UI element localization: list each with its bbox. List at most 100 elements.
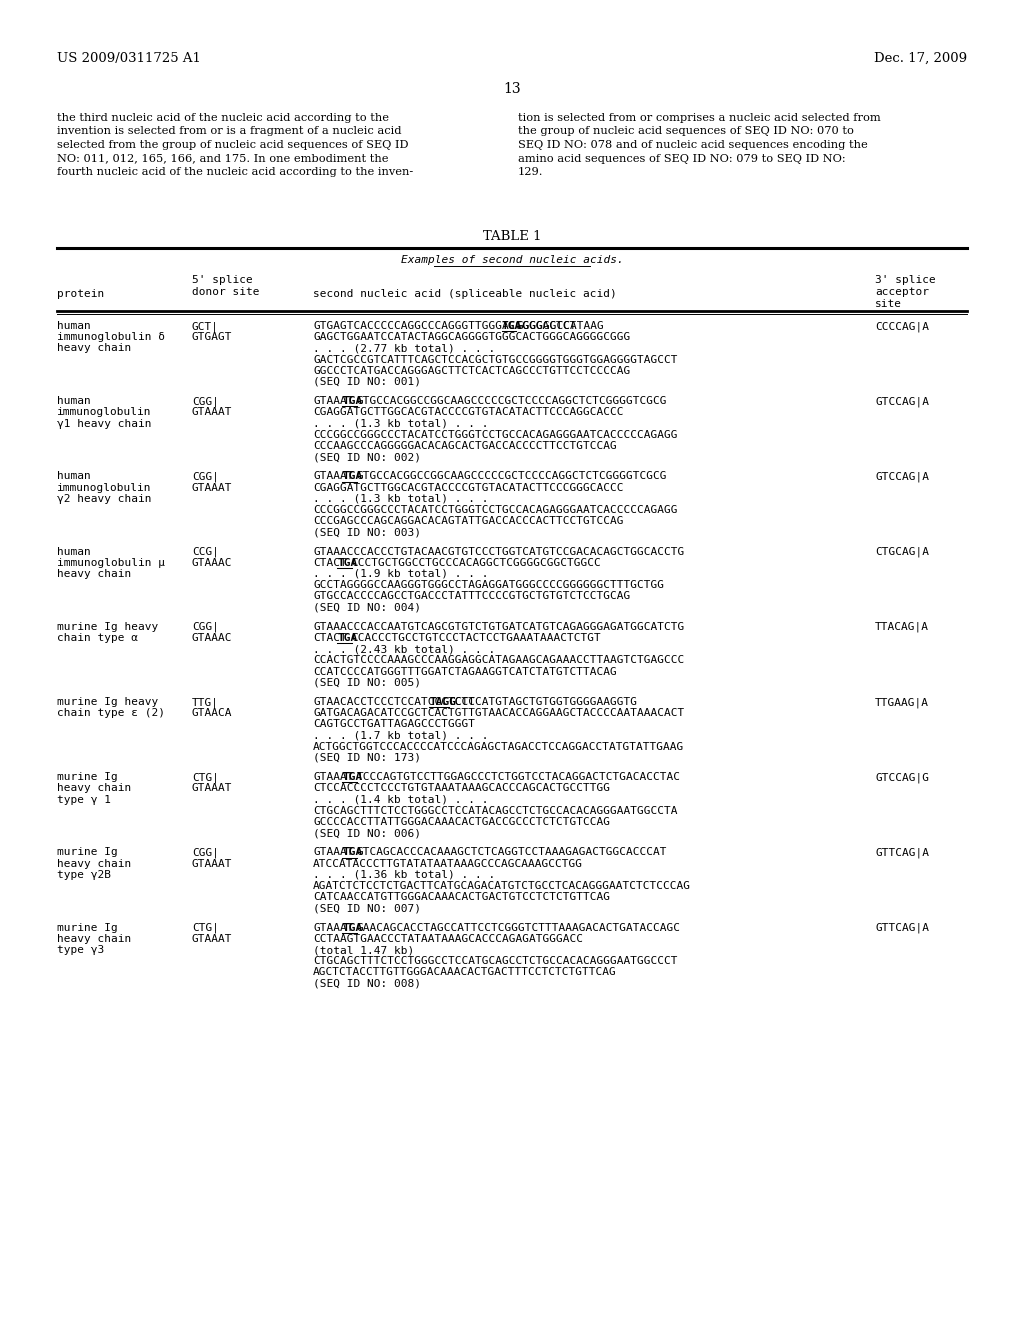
Text: CCTAAGTGAACCCTATAATAAAGCACCCAGAGATGGGACC: CCTAAGTGAACCCTATAATAAAGCACCCAGAGATGGGACC [313, 933, 583, 944]
Text: GTCAGCACCCACAAAGCTCTCAGGTCCTAAAGAGACTGGCACCCAT: GTCAGCACCCACAAAGCTCTCAGGTCCTAAAGAGACTGGC… [356, 847, 667, 858]
Text: human: human [57, 321, 91, 331]
Text: TGA: TGA [337, 558, 357, 568]
Text: heavy chain: heavy chain [57, 569, 131, 579]
Text: . . . (1.9 kb total) . . .: . . . (1.9 kb total) . . . [313, 569, 488, 579]
Text: GTAACACCTCCCTCCATCCCTCCT: GTAACACCTCCCTCCATCCCTCCT [313, 697, 475, 708]
Text: GTGCCACGGCCGGCAAGCCCCCGCTCCCCAGGCTCTCGGGGTCGCG: GTGCCACGGCCGGCAAGCCCCCGCTCCCCAGGCTCTCGGG… [356, 396, 667, 407]
Text: GACTCGCCGTCATTTCAGCTCCACGCTGTGCCGGGGTGGGTGGAGGGGTAGCCT: GACTCGCCGTCATTTCAGCTCCACGCTGTGCCGGGGTGGG… [313, 355, 678, 364]
Text: invention is selected from or is a fragment of a nucleic acid: invention is selected from or is a fragm… [57, 127, 401, 136]
Text: human: human [57, 396, 91, 407]
Text: heavy chain: heavy chain [57, 343, 131, 354]
Text: CCCGGCCGGGCCCTACATCCTGGGTCCTGCCACAGAGGGAATCACCCCCAGAGG: CCCGGCCGGGCCCTACATCCTGGGTCCTGCCACAGAGGGA… [313, 430, 678, 440]
Text: CGG|: CGG| [193, 847, 219, 858]
Text: . . . (1.4 kb total) . . .: . . . (1.4 kb total) . . . [313, 795, 488, 805]
Text: CCTCCATGTAGCTGTGGTGGGGAAGGTG: CCTCCATGTAGCTGTGGTGGGGAAGGTG [449, 697, 638, 708]
Text: heavy chain: heavy chain [57, 858, 131, 869]
Text: CATCAACCATGTTGGGACAAACACTGACTGTCCTCTCTGTTCAG: CATCAACCATGTTGGGACAAACACTGACTGTCCTCTCTGT… [313, 892, 610, 902]
Text: GGGGGGCCATAAG: GGGGGGCCATAAG [516, 321, 604, 331]
Text: heavy chain: heavy chain [57, 783, 131, 793]
Text: CCCGAGCCCAGCAGGACACAGTATTGACCACCCACTTCCTGTCCAG: CCCGAGCCCAGCAGGACACAGTATTGACCACCCACTTCCT… [313, 516, 624, 527]
Text: ACTGGCTGGTCCCACCCCATCCCAGAGCTAGACCTCCAGGACCTATGTATTGAAG: ACTGGCTGGTCCCACCCCATCCCAGAGCTAGACCTCCAGG… [313, 742, 684, 752]
Text: Dec. 17, 2009: Dec. 17, 2009 [873, 51, 967, 65]
Text: TTACAG|A: TTACAG|A [874, 622, 929, 632]
Text: GTGAGT: GTGAGT [193, 333, 232, 342]
Text: GTCCAG|G: GTCCAG|G [874, 772, 929, 783]
Text: GAGCTGGAATCCATACTAGGCAGGGGTGGGCACTGGGCAGGGGCGGG: GAGCTGGAATCCATACTAGGCAGGGGTGGGCACTGGGCAG… [313, 333, 630, 342]
Text: 13: 13 [503, 82, 521, 96]
Text: GTGCCACGGCCGGCAAGCCCCCGCTCCCCAGGCTCTCGGGGTCGCG: GTGCCACGGCCGGCAAGCCCCCGCTCCCCAGGCTCTCGGG… [356, 471, 667, 482]
Text: TABLE 1: TABLE 1 [482, 230, 542, 243]
Text: (SEQ ID NO: 002): (SEQ ID NO: 002) [313, 453, 421, 462]
Text: TAGG: TAGG [429, 697, 456, 708]
Text: the group of nucleic acid sequences of SEQ ID NO: 070 to: the group of nucleic acid sequences of S… [518, 127, 854, 136]
Text: CTGCAGCTTTCTCCTGGGCCTCCATGCAGCCTCTGCCACACAGGGAATGGCCCT: CTGCAGCTTTCTCCTGGGCCTCCATGCAGCCTCTGCCACA… [313, 956, 678, 966]
Text: Examples of second nucleic acids.: Examples of second nucleic acids. [400, 255, 624, 265]
Text: CTGCAG|A: CTGCAG|A [874, 546, 929, 557]
Text: GCT|: GCT| [193, 321, 219, 331]
Text: GTAAAT: GTAAAT [193, 783, 232, 793]
Text: (SEQ ID NO: 005): (SEQ ID NO: 005) [313, 677, 421, 688]
Text: . . . (1.36 kb total) . . .: . . . (1.36 kb total) . . . [313, 870, 496, 880]
Text: type γ3: type γ3 [57, 945, 104, 954]
Text: . . . (2.43 kb total) . . .: . . . (2.43 kb total) . . . [313, 644, 496, 655]
Text: human: human [57, 471, 91, 482]
Text: GTAAAT: GTAAAT [193, 933, 232, 944]
Text: ATCCATACCCTTGTATATAATAAAGCCCAGCAAAGCCTGG: ATCCATACCCTTGTATATAATAAAGCCCAGCAAAGCCTGG [313, 858, 583, 869]
Text: murine Ig heavy: murine Ig heavy [57, 622, 159, 632]
Text: TGA: TGA [342, 847, 362, 858]
Text: TGA: TGA [342, 923, 362, 933]
Text: GTAAAT: GTAAAT [313, 923, 353, 933]
Text: amino acid sequences of SEQ ID NO: 079 to SEQ ID NO:: amino acid sequences of SEQ ID NO: 079 t… [518, 153, 846, 164]
Text: TGA: TGA [342, 772, 362, 783]
Text: TTGAAG|A: TTGAAG|A [874, 697, 929, 708]
Text: NO: 011, 012, 165, 166, and 175. In one embodiment the: NO: 011, 012, 165, 166, and 175. In one … [57, 153, 388, 164]
Text: CCCGGCCGGGCCCTACATCCTGGGTCCTGCCACAGAGGGAATCACCCCCAGAGG: CCCGGCCGGGCCCTACATCCTGGGTCCTGCCACAGAGGGA… [313, 506, 678, 515]
Text: murine Ig: murine Ig [57, 923, 118, 933]
Text: (SEQ ID NO: 173): (SEQ ID NO: 173) [313, 752, 421, 763]
Text: CTG|: CTG| [193, 923, 219, 933]
Text: 3' splice: 3' splice [874, 275, 936, 285]
Text: CTG|: CTG| [193, 772, 219, 783]
Text: type γ 1: type γ 1 [57, 795, 111, 805]
Text: immunoglobulin δ: immunoglobulin δ [57, 333, 165, 342]
Text: CGAGGATGCTTGGCACGTACCCCGTGTACATACTTCCCAGGCACCC: CGAGGATGCTTGGCACGTACCCCGTGTACATACTTCCCAG… [313, 408, 624, 417]
Text: GTAAAT: GTAAAT [313, 772, 353, 783]
Text: CCCTGCTGGCCTGCCCACAGGCTCGGGGCGGCTGGCC: CCCTGCTGGCCTGCCCACAGGCTCGGGGCGGCTGGCC [351, 558, 601, 568]
Text: GTAAACCCACCAATGTCAGCGTGTCTGTGATCATGTCAGAGGGAGATGGCATCTG: GTAAACCCACCAATGTCAGCGTGTCTGTGATCATGTCAGA… [313, 622, 684, 632]
Text: . . . (1.3 kb total) . . .: . . . (1.3 kb total) . . . [313, 494, 488, 504]
Text: GTAAAT: GTAAAT [313, 396, 353, 407]
Text: acceptor: acceptor [874, 286, 929, 297]
Text: TCCCAGTGTCCTTGGAGCCCTCTGGTCCTACAGGACTCTGACACCTAC: TCCCAGTGTCCTTGGAGCCCTCTGGTCCTACAGGACTCTG… [356, 772, 681, 783]
Text: CGG|: CGG| [193, 471, 219, 482]
Text: GTAAAT: GTAAAT [313, 471, 353, 482]
Text: fourth nucleic acid of the nucleic acid according to the inven-: fourth nucleic acid of the nucleic acid … [57, 168, 414, 177]
Text: GTTCAG|A: GTTCAG|A [874, 847, 929, 858]
Text: selected from the group of nucleic acid sequences of SEQ ID: selected from the group of nucleic acid … [57, 140, 409, 150]
Text: (SEQ ID NO: 001): (SEQ ID NO: 001) [313, 378, 421, 387]
Text: (total 1.47 kb): (total 1.47 kb) [313, 945, 415, 954]
Text: GTCCAG|A: GTCCAG|A [874, 471, 929, 482]
Text: . . . (2.77 kb total) . . .: . . . (2.77 kb total) . . . [313, 343, 496, 354]
Text: immunoglobulin: immunoglobulin [57, 483, 152, 492]
Text: immunoglobulin: immunoglobulin [57, 408, 152, 417]
Text: CCCAAGCCCAGGGGGACACAGCACTGACCACCCCTTCCTGTCCAG: CCCAAGCCCAGGGGGACACAGCACTGACCACCCCTTCCTG… [313, 441, 616, 451]
Text: the third nucleic acid of the nucleic acid according to the: the third nucleic acid of the nucleic ac… [57, 114, 389, 123]
Text: TGA: TGA [502, 321, 522, 331]
Text: human: human [57, 546, 91, 557]
Text: (SEQ ID NO: 007): (SEQ ID NO: 007) [313, 903, 421, 913]
Text: GTAAAT: GTAAAT [193, 858, 232, 869]
Text: γ1 heavy chain: γ1 heavy chain [57, 418, 152, 429]
Text: (SEQ ID NO: 003): (SEQ ID NO: 003) [313, 528, 421, 537]
Text: murine Ig: murine Ig [57, 847, 118, 858]
Text: CGG|: CGG| [193, 396, 219, 407]
Text: murine Ig heavy: murine Ig heavy [57, 697, 159, 708]
Text: US 2009/0311725 A1: US 2009/0311725 A1 [57, 51, 201, 65]
Text: GTGAGTCACCCCCAGGCCCAGGGTTGGGACGGGGACTCT: GTGAGTCACCCCCAGGCCCAGGGTTGGGACGGGGACTCT [313, 321, 577, 331]
Text: CCACCCTGCCTGTCCCTACTCCTGAAATAAACTCTGT: CCACCCTGCCTGTCCCTACTCCTGAAATAAACTCTGT [351, 634, 601, 643]
Text: GTAAAC: GTAAAC [193, 558, 232, 568]
Text: GGCCCTCATGACCAGGGAGCTTCTCACTCAGCCCTGTTCCTCCCCAG: GGCCCTCATGACCAGGGAGCTTCTCACTCAGCCCTGTTCC… [313, 366, 630, 376]
Text: TGA: TGA [337, 634, 357, 643]
Text: γ2 heavy chain: γ2 heavy chain [57, 494, 152, 504]
Text: CCG|: CCG| [193, 546, 219, 557]
Text: second nucleic acid (spliceable nucleic acid): second nucleic acid (spliceable nucleic … [313, 289, 616, 300]
